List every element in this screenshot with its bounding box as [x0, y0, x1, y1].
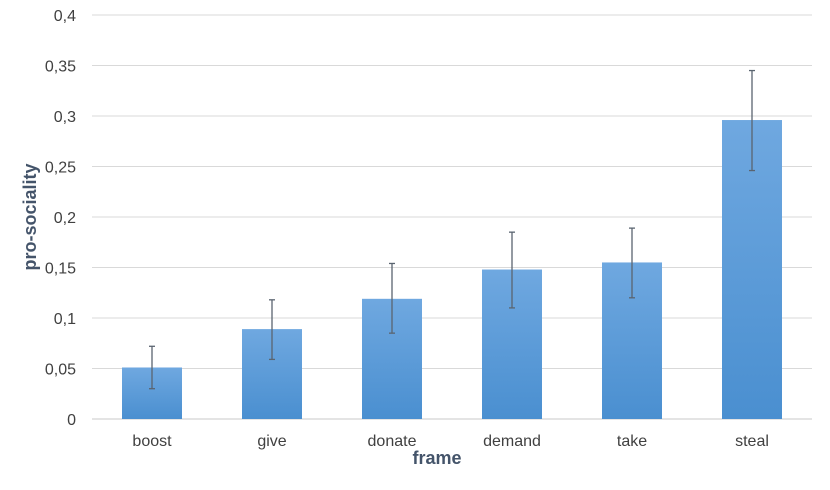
x-tick-label-take: take — [617, 433, 647, 450]
y-tick-label: 0,05 — [45, 362, 76, 379]
y-axis-ticks: 0 0,05 0,1 0,15 0,2 0,25 0,3 0,35 0,4 — [45, 8, 76, 429]
bars — [122, 120, 782, 419]
y-tick-label: 0,2 — [54, 210, 76, 227]
y-tick-label: 0 — [67, 412, 76, 429]
y-tick-label: 0,15 — [45, 261, 76, 278]
y-tick-label: 0,25 — [45, 160, 76, 177]
y-tick-label: 0,4 — [54, 8, 76, 25]
x-tick-label-steal: steal — [735, 433, 769, 450]
x-axis-title: frame — [412, 448, 461, 468]
x-tick-label-donate: donate — [368, 433, 417, 450]
error-bars — [149, 69, 755, 390]
y-axis-title: pro-sociality — [20, 163, 40, 270]
x-tick-label-demand: demand — [483, 433, 541, 450]
x-tick-label-give: give — [257, 433, 286, 450]
gridlines — [92, 14, 812, 420]
y-tick-label: 0,1 — [54, 311, 76, 328]
x-axis-ticks: boost give donate demand take steal — [132, 433, 768, 450]
y-tick-label: 0,3 — [54, 109, 76, 126]
y-tick-label: 0,35 — [45, 59, 76, 76]
x-tick-label-boost: boost — [132, 433, 172, 450]
